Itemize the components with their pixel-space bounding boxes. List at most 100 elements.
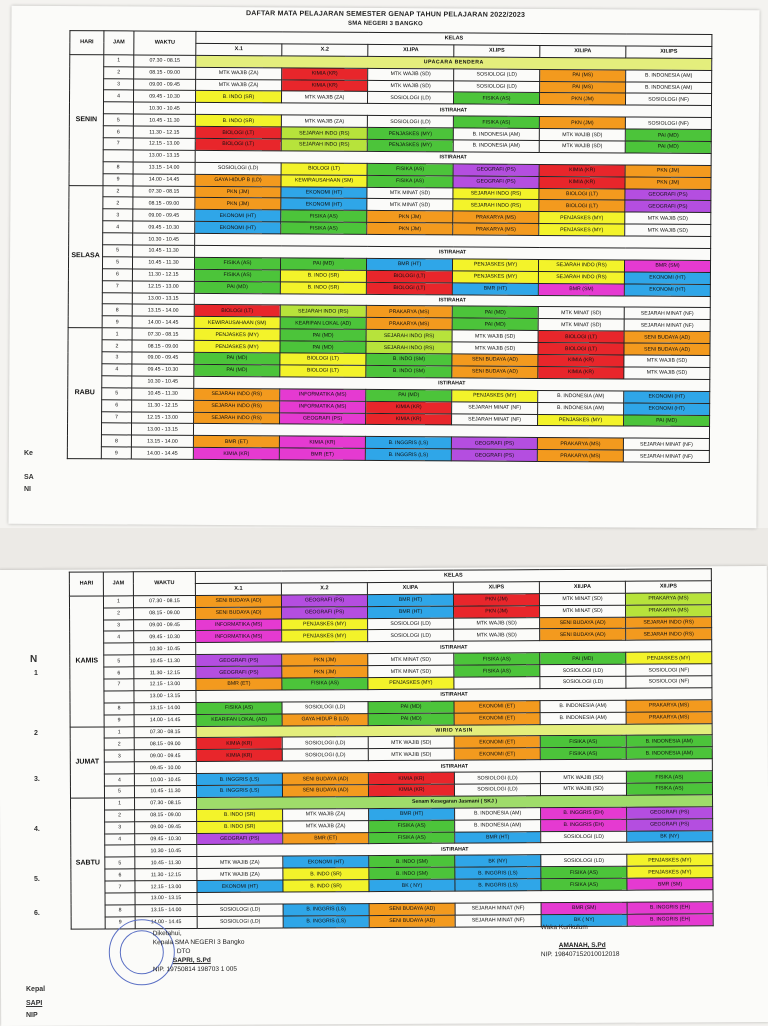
subject-cell: PRAKARYA (MS)	[626, 699, 713, 712]
subject-cell: PENJASKES (MY)	[367, 677, 454, 690]
time-slot: 10.45 - 11.30	[134, 856, 197, 870]
period-number	[103, 643, 134, 656]
subject-cell: FISIKA (AS)	[367, 163, 454, 176]
subject-cell: SEJARAH INDO (RS)	[625, 628, 712, 641]
subject-cell: FISIKA (AS)	[366, 175, 454, 188]
subject-cell: FISIKA (AS)	[453, 116, 540, 129]
time-slot: 13.15 - 14.00	[131, 435, 194, 448]
time-slot: 14.00 - 14.45	[132, 173, 196, 186]
subject-cell: SOSIOLOGI (NF)	[625, 675, 712, 689]
header-class: XII.IPA	[539, 581, 626, 594]
subject-cell: SEJARAH INDO (RS)	[281, 138, 368, 152]
subject-cell: INFORMATIKA (MS)	[195, 630, 282, 643]
subject-cell: SEJARAH MINAT (NF)	[455, 902, 542, 915]
subject-cell: SOSIOLOGI (LD)	[540, 854, 627, 867]
margin-note: N	[30, 654, 38, 665]
subject-cell: SENI BUDAYA (AD)	[624, 331, 711, 344]
subject-cell: KIMIA (KR)	[538, 176, 626, 189]
time-slot: 09.45 - 10.30	[134, 833, 197, 846]
subject-cell: BMR (SM)	[541, 902, 628, 915]
time-slot: 08.15 - 09.00	[134, 809, 197, 822]
subject-cell: B. INGGRIS (LS)	[454, 878, 541, 892]
subject-cell: B. INDO (SR)	[195, 90, 282, 104]
subject-cell: FISIKA (AS)	[368, 819, 455, 833]
subject-cell: EKONOMI (HT)	[194, 209, 281, 223]
subject-cell: PAI (MD)	[280, 329, 367, 342]
subject-cell: PENJASKES (MY)	[626, 854, 713, 867]
subject-cell: SENI BUDAYA (AD)	[451, 353, 538, 367]
period-number: 3	[102, 209, 133, 222]
subject-cell: MTK WAJIB (ZA)	[281, 91, 368, 104]
subject-cell: PAI (MD)	[193, 364, 280, 377]
subject-cell: B. INDONESIA (AM)	[453, 139, 540, 153]
subject-cell: PAI (MD)	[280, 257, 367, 271]
margin-note: 6.	[34, 910, 40, 917]
header-waktu: WAKTU	[133, 30, 196, 56]
subject-cell: GEOGRAFI (PS)	[624, 200, 711, 213]
subject-cell: PENJASKES (MY)	[281, 618, 368, 631]
schedule-table-1: HARI JAM WAKTU KELAS X.1 X.2 XI.IPA XI.IPS XII.I…	[67, 30, 713, 463]
subject-cell: SEJARAH INDO (RS)	[193, 388, 280, 401]
header-class: XI.IPS	[453, 44, 540, 58]
time-slot: 09.00 - 09.45	[132, 209, 195, 222]
subject-cell: SOSIOLOGI (LD)	[454, 771, 541, 785]
subject-cell: MTK WAJIB (ZA)	[196, 856, 283, 869]
subject-cell: BMR (ET)	[282, 832, 369, 845]
subject-cell: PENJASKES (MY)	[194, 328, 281, 342]
schedule-sheet-1: DAFTAR MATA PELAJARAN SEMESTER GENAP TAH…	[8, 5, 760, 529]
time-slot: 12.15 - 13.00	[132, 280, 195, 293]
subject-cell: EKONOMI (HT)	[623, 390, 710, 404]
period-number: 5	[104, 857, 135, 870]
subject-cell: SOSIOLOGI (LD)	[195, 162, 282, 175]
subject-cell: PKN (JM)	[539, 92, 626, 106]
time-slot: 09.00 - 09.45	[134, 749, 197, 763]
subject-cell: B. INGGRIS (EH)	[540, 818, 627, 832]
subject-cell: PAI (MD)	[365, 389, 452, 402]
subject-cell: EKONOMI (ET)	[454, 736, 541, 749]
subject-cell: PENJASKES (MY)	[367, 139, 454, 152]
subject-cell: KIMIA (KR)	[365, 400, 452, 414]
subject-cell: KIMIA (KR)	[368, 772, 455, 785]
subject-cell: BMR (HT)	[452, 282, 539, 296]
subject-cell: FISIKA (AS)	[540, 747, 627, 760]
period-number: 9	[102, 173, 134, 186]
subject-cell: KIMIA (KR)	[279, 436, 366, 449]
subject-cell: SEJARAH MINAT (NF)	[455, 914, 542, 927]
subject-cell: SENI BUDAYA (AD)	[623, 343, 711, 356]
subject-cell: B. INGGRIS (EH)	[627, 901, 714, 915]
subject-cell: MTK WAJIB (ZA)	[282, 808, 369, 821]
subject-cell: SOSIOLOGI (LD)	[197, 915, 284, 929]
period-number: 9	[101, 446, 132, 460]
margin-note: Ke	[24, 450, 33, 457]
subject-cell: PKN (JM)	[625, 164, 712, 178]
signature-right: Waka Kurikulum AMANAH, S.Pd NIP. 1984071…	[540, 923, 620, 959]
header-hari: HARI	[69, 571, 104, 596]
subject-cell: SEJARAH INDO (RS)	[281, 126, 368, 140]
time-slot: 07.30 - 08.15	[134, 797, 197, 810]
subject-cell: MTK WAJIB (SD)	[624, 212, 711, 225]
subject-cell: PENJASKES (MY)	[626, 866, 713, 879]
period-number: 2	[103, 66, 134, 79]
subject-cell: KIMIA (KR)	[193, 447, 280, 460]
period-number: 7	[104, 880, 136, 894]
time-slot: 08.15 - 09.00	[134, 737, 197, 751]
period-number: 8	[102, 304, 133, 317]
subject-cell: PKN (JM)	[366, 210, 453, 224]
time-slot: 13.00 - 13.15	[131, 423, 194, 436]
subject-cell: EKONOMI (HT)	[280, 198, 367, 211]
subject-cell: FISIKA (AS)	[453, 92, 540, 105]
subject-cell: B. INGGRIS (LS)	[196, 785, 283, 798]
subject-cell: KIMIA (KR)	[281, 79, 368, 92]
subject-cell: B. INDO (SM)	[368, 855, 455, 868]
time-slot: 07.30 - 08.15	[134, 726, 197, 739]
period-number: 8	[101, 435, 132, 448]
time-slot: 09.00 - 09.45	[133, 619, 196, 632]
subject-cell: SEJARAH INDO (RS)	[452, 199, 539, 212]
subject-cell: SENI BUDAYA (AD)	[369, 903, 456, 916]
subject-cell: SOSIOLOGI (LD)	[197, 903, 284, 917]
time-slot: 11.30 - 12.15	[131, 399, 194, 412]
subject-cell: GEOGRAFI (PS)	[279, 412, 366, 425]
header-class: XI.IPA	[367, 44, 454, 57]
subject-cell: SEJARAH MINAT (NF)	[624, 307, 711, 320]
subject-cell: PAI (MD)	[368, 700, 455, 714]
